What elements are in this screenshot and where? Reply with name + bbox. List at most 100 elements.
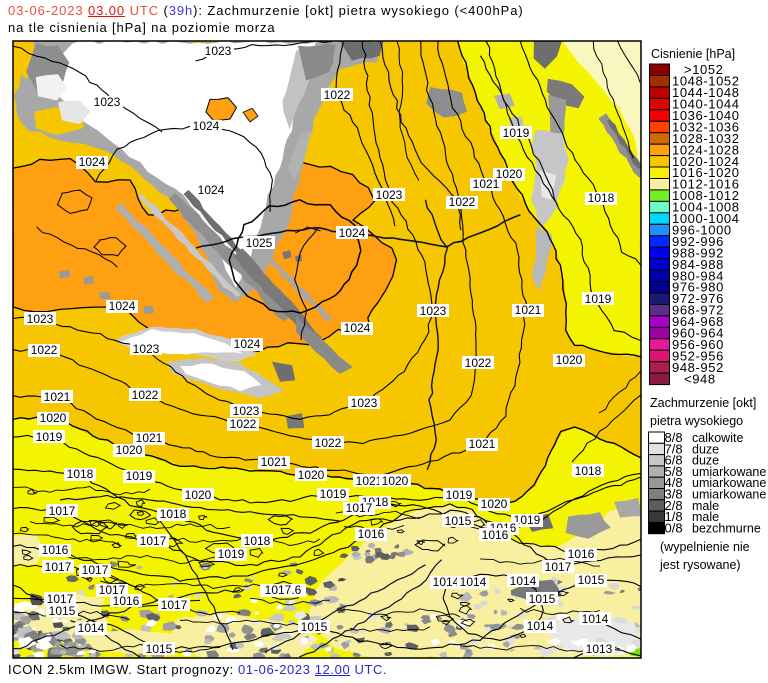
svg-text:996-1000: 996-1000 bbox=[672, 223, 732, 238]
svg-text:1018: 1018 bbox=[244, 534, 271, 548]
svg-text:1020: 1020 bbox=[382, 474, 409, 488]
svg-text:1015: 1015 bbox=[301, 620, 328, 634]
svg-text:1021: 1021 bbox=[515, 303, 542, 317]
svg-text:1023: 1023 bbox=[233, 404, 260, 418]
svg-text:1024: 1024 bbox=[79, 155, 106, 169]
svg-text:1023: 1023 bbox=[351, 396, 378, 410]
svg-text:pietra wysokiego: pietra wysokiego bbox=[650, 414, 743, 428]
svg-text:1014: 1014 bbox=[582, 612, 609, 626]
svg-text:2/8: 2/8 bbox=[665, 498, 683, 513]
svg-text:1017.6: 1017.6 bbox=[265, 583, 302, 597]
svg-text:1021: 1021 bbox=[469, 437, 496, 451]
svg-text:1017: 1017 bbox=[346, 501, 373, 515]
svg-text:1016: 1016 bbox=[113, 594, 140, 608]
svg-text:>1052: >1052 bbox=[684, 62, 724, 77]
svg-text:1020: 1020 bbox=[556, 353, 583, 367]
svg-text:6/8: 6/8 bbox=[665, 453, 683, 468]
svg-text:1017: 1017 bbox=[49, 504, 76, 518]
svg-text:1015: 1015 bbox=[578, 573, 605, 587]
svg-text:1023: 1023 bbox=[420, 304, 447, 318]
svg-text:1004-1008: 1004-1008 bbox=[672, 200, 740, 215]
svg-text:1016-1020: 1016-1020 bbox=[672, 165, 740, 180]
svg-text:1021: 1021 bbox=[356, 474, 383, 488]
svg-text:1024: 1024 bbox=[234, 337, 261, 351]
svg-text:1022: 1022 bbox=[31, 343, 58, 357]
svg-text:1008-1012: 1008-1012 bbox=[672, 188, 740, 203]
svg-text:1015: 1015 bbox=[445, 514, 472, 528]
svg-text:1017: 1017 bbox=[161, 598, 188, 612]
svg-text:1024: 1024 bbox=[339, 226, 366, 240]
svg-text:1019: 1019 bbox=[446, 488, 473, 502]
svg-text:1022: 1022 bbox=[132, 388, 159, 402]
svg-text:1015: 1015 bbox=[49, 604, 76, 618]
svg-text:984-988: 984-988 bbox=[672, 257, 724, 272]
svg-text:1024: 1024 bbox=[109, 299, 136, 313]
svg-text:Cisnienie [hPa]: Cisnienie [hPa] bbox=[651, 47, 735, 61]
svg-text:5/8: 5/8 bbox=[665, 464, 683, 479]
svg-text:988-992: 988-992 bbox=[672, 245, 724, 260]
svg-text:992-996: 992-996 bbox=[672, 234, 724, 249]
svg-text:1040-1044: 1040-1044 bbox=[672, 97, 740, 112]
svg-text:1020: 1020 bbox=[40, 411, 67, 425]
svg-text:1015: 1015 bbox=[529, 592, 556, 606]
svg-text:4/8: 4/8 bbox=[665, 475, 683, 490]
svg-text:956-960: 956-960 bbox=[672, 337, 724, 352]
svg-text:980-984: 980-984 bbox=[672, 268, 724, 283]
svg-text:<948: <948 bbox=[684, 371, 716, 386]
svg-text:1013: 1013 bbox=[586, 642, 613, 656]
svg-text:1024: 1024 bbox=[193, 119, 220, 133]
svg-text:976-980: 976-980 bbox=[672, 280, 724, 295]
svg-text:1017: 1017 bbox=[82, 563, 109, 577]
svg-text:1017: 1017 bbox=[99, 583, 126, 597]
svg-text:1022: 1022 bbox=[315, 436, 342, 450]
svg-text:1020: 1020 bbox=[496, 167, 523, 181]
svg-text:1028-1032: 1028-1032 bbox=[672, 131, 740, 146]
svg-text:0/8: 0/8 bbox=[665, 520, 683, 535]
svg-text:1024-1028: 1024-1028 bbox=[672, 142, 740, 157]
svg-text:male: male bbox=[692, 499, 719, 513]
svg-text:1044-1048: 1044-1048 bbox=[672, 85, 740, 100]
svg-text:1021: 1021 bbox=[473, 177, 500, 191]
svg-text:male: male bbox=[692, 510, 719, 524]
svg-text:1022: 1022 bbox=[230, 417, 257, 431]
svg-text:1019: 1019 bbox=[218, 547, 245, 561]
svg-text:1012-1016: 1012-1016 bbox=[672, 177, 740, 192]
svg-text:1020: 1020 bbox=[185, 488, 212, 502]
svg-text:1020: 1020 bbox=[298, 468, 325, 482]
svg-text:1014: 1014 bbox=[78, 621, 105, 635]
svg-text:948-952: 948-952 bbox=[672, 360, 724, 375]
svg-text:calkowite: calkowite bbox=[692, 431, 743, 445]
svg-text:1020-1024: 1020-1024 bbox=[672, 154, 740, 169]
svg-text:972-976: 972-976 bbox=[672, 291, 724, 306]
svg-text:jest rysowane): jest rysowane) bbox=[659, 558, 741, 572]
svg-text:1019: 1019 bbox=[36, 430, 63, 444]
svg-text:1021: 1021 bbox=[261, 455, 288, 469]
svg-text:1019: 1019 bbox=[514, 513, 541, 527]
svg-text:1017: 1017 bbox=[45, 560, 72, 574]
svg-text:3/8: 3/8 bbox=[665, 487, 683, 502]
svg-text:960-964: 960-964 bbox=[672, 326, 724, 341]
svg-text:1020: 1020 bbox=[116, 443, 143, 457]
svg-text:1017: 1017 bbox=[47, 592, 74, 606]
svg-text:1016: 1016 bbox=[42, 543, 69, 557]
svg-text:1048-1052: 1048-1052 bbox=[672, 74, 740, 89]
svg-text:1032-1036: 1032-1036 bbox=[672, 120, 740, 135]
svg-text:Zachmurzenie [okt]: Zachmurzenie [okt] bbox=[650, 396, 756, 410]
svg-text:umiarkowane: umiarkowane bbox=[692, 465, 766, 479]
svg-text:1023: 1023 bbox=[205, 44, 232, 58]
svg-text:1018: 1018 bbox=[160, 507, 187, 521]
svg-text:1021: 1021 bbox=[44, 390, 71, 404]
svg-text:1023: 1023 bbox=[94, 95, 121, 109]
svg-text:1025: 1025 bbox=[246, 236, 273, 250]
svg-text:1022: 1022 bbox=[324, 88, 351, 102]
svg-text:1023: 1023 bbox=[376, 188, 403, 202]
svg-text:1036-1040: 1036-1040 bbox=[672, 108, 740, 123]
svg-text:(wypelnienie nie: (wypelnienie nie bbox=[660, 540, 750, 554]
svg-text:7/8: 7/8 bbox=[665, 441, 683, 456]
svg-text:1023: 1023 bbox=[133, 342, 160, 356]
svg-text:1023: 1023 bbox=[27, 312, 54, 326]
svg-text:1014: 1014 bbox=[527, 619, 554, 633]
svg-text:1000-1004: 1000-1004 bbox=[672, 211, 740, 226]
svg-text:1017: 1017 bbox=[140, 534, 167, 548]
svg-text:8/8: 8/8 bbox=[665, 430, 683, 445]
